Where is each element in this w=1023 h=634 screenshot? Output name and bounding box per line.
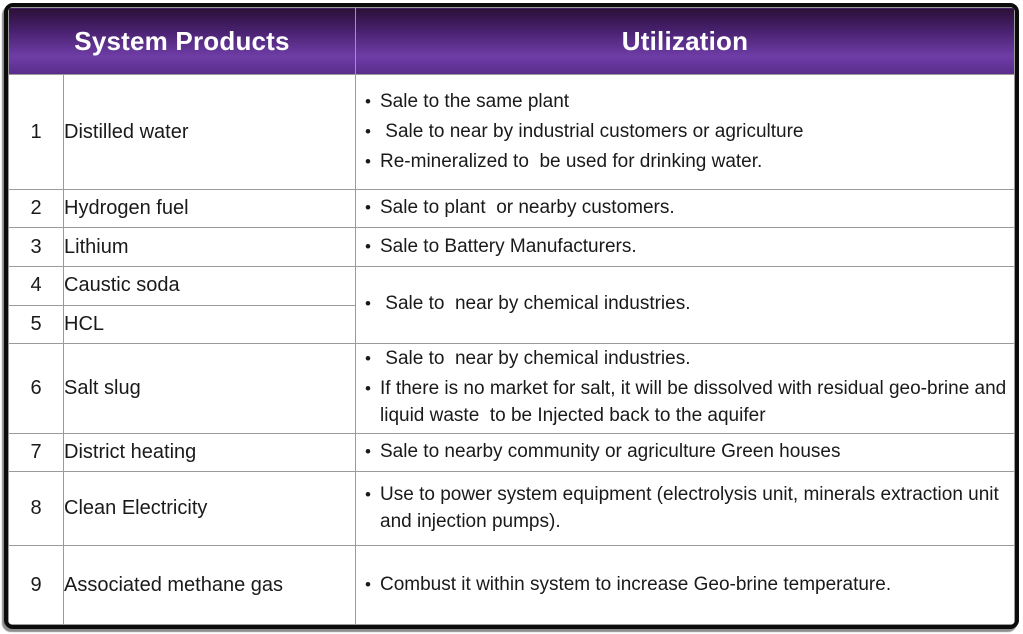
bullet-icon [356, 195, 380, 222]
row-number: 9 [8, 545, 64, 625]
product-name: District heating [63, 432, 356, 472]
row-number: 5 [8, 304, 64, 345]
list-item: Combust it within system to increase Geo… [356, 572, 1014, 599]
row-number: 6 [8, 343, 64, 434]
list-item: Sale to near by industrial customers or … [356, 119, 1014, 146]
table-row: 1 Distilled water Sale to the same plant… [8, 74, 1015, 191]
bullet-text: Use to power system equipment (electroly… [380, 483, 1005, 532]
table-row: 2 Hydrogen fuel Sale to plant or nearby … [8, 189, 1015, 229]
list-item: Sale to nearby community or agriculture … [356, 439, 1014, 466]
list-item: Sale to plant or nearby customers. [356, 195, 1014, 222]
list-item: Re-mineralized to be used for drinking w… [356, 149, 1014, 176]
product-name: Clean Electricity [63, 470, 356, 547]
bullet-text: Sale to Battery Manufacturers. [380, 235, 637, 257]
table-row: 3 Lithium Sale to Battery Manufacturers. [8, 227, 1015, 267]
header-utilization: Utilization [355, 7, 1015, 76]
bullet-text: Re-mineralized to be used for drinking w… [380, 150, 763, 172]
product-name: Lithium [63, 227, 356, 267]
utilization-cell: Sale to nearby community or agriculture … [355, 432, 1015, 472]
utilization-cell: Sale to the same plant Sale to near by i… [355, 74, 1015, 191]
bullet-icon [356, 291, 380, 318]
bullet-icon [356, 376, 380, 403]
product-name: Salt slug [63, 343, 356, 434]
bullet-text: Sale to near by chemical industries. [380, 348, 691, 370]
table-row: 7 District heating Sale to nearby commun… [8, 432, 1015, 472]
utilization-cell: Sale to Battery Manufacturers. [355, 227, 1015, 267]
bullet-icon [356, 119, 380, 146]
list-item: Sale to Battery Manufacturers. [356, 234, 1014, 261]
products-utilization-table: System Products Utilization 1 Distilled … [4, 3, 1019, 629]
row-number: 1 [8, 74, 64, 191]
row-number: 8 [8, 470, 64, 547]
bullet-icon [356, 234, 380, 261]
bullet-icon [356, 89, 380, 116]
product-name: Distilled water [63, 74, 356, 191]
table: System Products Utilization 1 Distilled … [8, 7, 1015, 625]
list-item: Sale to the same plant [356, 89, 1014, 116]
list-item: Sale to near by chemical industries. [356, 346, 1014, 373]
row-number: 3 [8, 227, 64, 267]
list-item: Sale to near by chemical industries. [356, 291, 1014, 318]
bullet-text: Sale to plant or nearby customers. [380, 197, 675, 219]
product-name: Caustic soda [63, 265, 356, 306]
table-row: 5 HCL [8, 304, 1015, 345]
product-name: Associated methane gas [63, 545, 356, 625]
row-number: 7 [8, 432, 64, 472]
bullet-icon [356, 149, 380, 176]
bullet-icon [356, 439, 380, 466]
table-row: 8 Clean Electricity Use to power system … [8, 470, 1015, 547]
utilization-cell-merged: Sale to near by chemical industries. [355, 265, 1015, 345]
bullet-icon [356, 346, 380, 373]
bullet-text: Sale to nearby community or agriculture … [380, 440, 841, 462]
row-number: 4 [8, 265, 64, 306]
bullet-text: Sale to near by industrial customers or … [380, 120, 804, 142]
product-name: Hydrogen fuel [63, 189, 356, 229]
list-item: Use to power system equipment (electroly… [356, 482, 1014, 536]
utilization-cell: Combust it within system to increase Geo… [355, 545, 1015, 625]
bullet-icon [356, 482, 380, 509]
header-row: System Products Utilization [8, 7, 1015, 76]
bullet-icon [356, 572, 380, 599]
list-item: If there is no market for salt, it will … [356, 376, 1014, 430]
row-number: 2 [8, 189, 64, 229]
utilization-cell: Sale to plant or nearby customers. [355, 189, 1015, 229]
table-row: 9 Associated methane gas Combust it with… [8, 545, 1015, 625]
bullet-text: If there is no market for salt, it will … [380, 378, 1012, 427]
bullet-text: Sale to the same plant [380, 90, 570, 112]
bullet-text: Sale to near by chemical industries. [380, 293, 691, 315]
product-name: HCL [63, 304, 356, 345]
table-row: 6 Salt slug Sale to near by chemical ind… [8, 343, 1015, 434]
table-row: 4 Caustic soda Sale to near by chemical … [8, 265, 1015, 345]
utilization-cell: Sale to near by chemical industries. If … [355, 343, 1015, 434]
header-system-products: System Products [8, 7, 356, 76]
utilization-cell: Use to power system equipment (electroly… [355, 470, 1015, 547]
bullet-text: Combust it within system to increase Geo… [380, 573, 892, 595]
